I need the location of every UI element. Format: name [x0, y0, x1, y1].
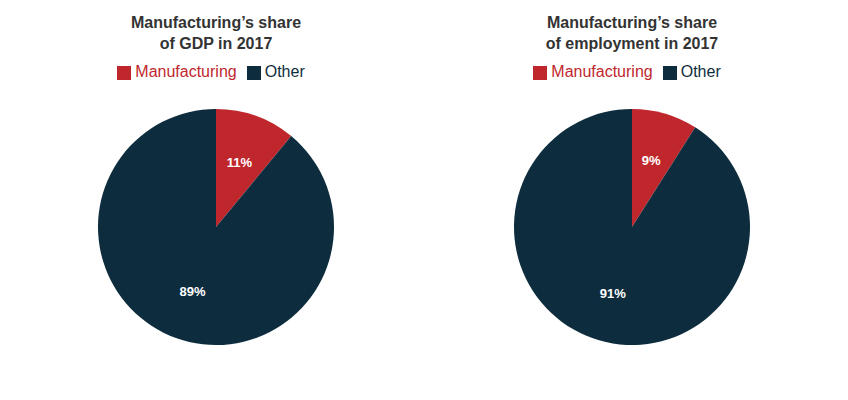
svg-text:9%: 9% [642, 153, 661, 168]
html-text:Manufacturing’s share of emplo: Manufacturing’s share of employment in 2… [545, 14, 719, 52]
svg-text:91%: 91% [600, 286, 626, 301]
html-text:Manufacturing: Manufacturing [135, 63, 237, 80]
html-text:Other: Other [680, 63, 721, 80]
svg-text:89%: 89% [180, 284, 206, 299]
html-text:Manufacturing’s share of GDP i: Manufacturing’s share of GDP in 2017 [130, 14, 301, 52]
svg-text:11%: 11% [227, 155, 253, 170]
html-text:Manufacturing: Manufacturing [551, 63, 653, 80]
html-text:Other: Other [264, 63, 305, 80]
